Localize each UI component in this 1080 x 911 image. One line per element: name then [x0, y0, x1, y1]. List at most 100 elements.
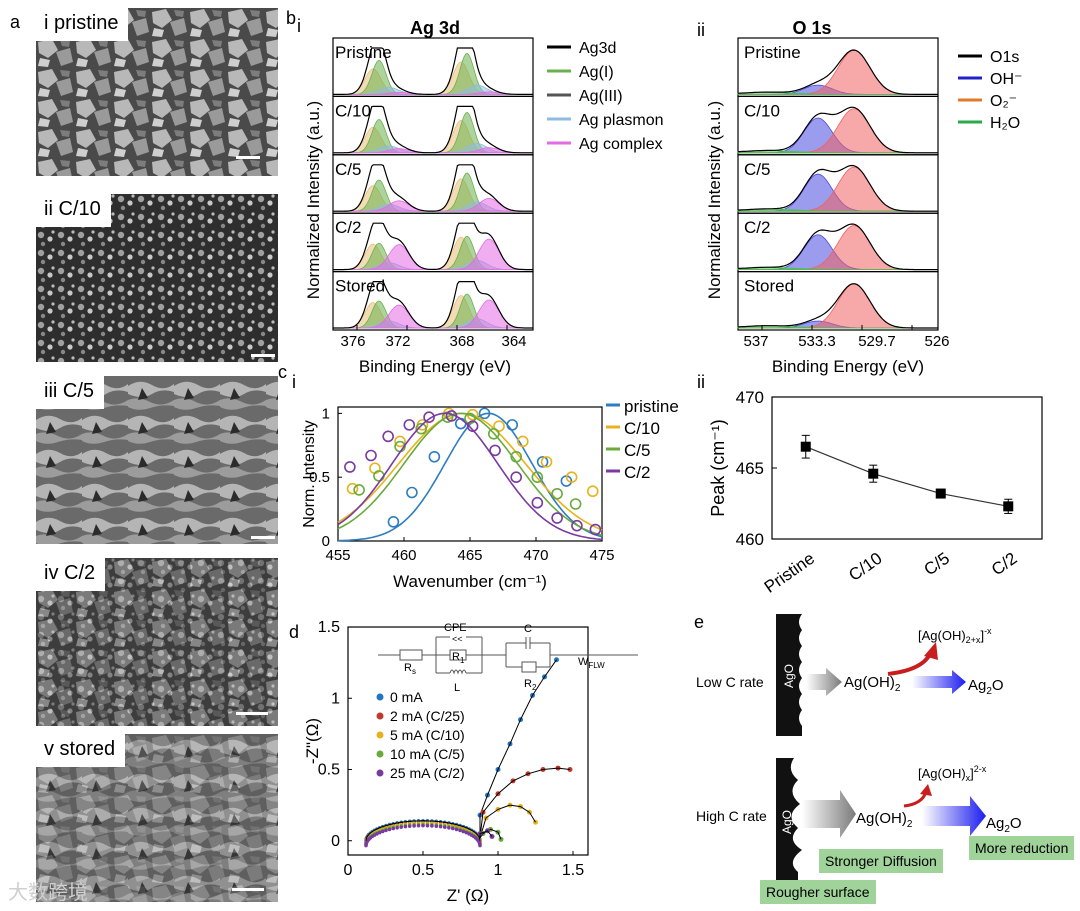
xps-o-xtick: 533.3: [798, 333, 836, 350]
xps-row-label: Stored: [744, 277, 794, 296]
raman-xtick-label: 475: [589, 547, 614, 564]
nyquist-point: [464, 830, 469, 835]
raman-xtick-label: 455: [325, 547, 350, 564]
raman-point: [387, 516, 400, 528]
sem-image-c5: iii C/5: [36, 376, 278, 544]
sem-image-c2: iv C/2: [36, 558, 278, 726]
raman-point: [589, 523, 602, 536]
nyquist-ytick-label: 0: [331, 833, 340, 850]
xps-ag-xtick: 376: [340, 333, 365, 350]
electrode-low: [776, 614, 802, 736]
nyquist-point: [458, 828, 462, 833]
raman-point: [478, 407, 491, 420]
panel-label-b: b: [286, 8, 297, 28]
raman-point: [531, 471, 544, 483]
peak-marker: [868, 468, 879, 479]
panel-label-e: e: [694, 612, 705, 632]
peak-category-label: C/10: [845, 549, 885, 585]
blue-arrow: [912, 670, 966, 694]
raman-point: [493, 420, 505, 432]
peak-plot: 460 465 470 Peak (cm⁻¹) Pristine C/10 C/5 C/2: [708, 388, 1043, 597]
watermark: 大数跨境: [8, 882, 88, 904]
nyquist-legend-marker: [376, 712, 384, 720]
more-reduction-label: More reduction: [969, 836, 1075, 860]
raman-point: [403, 419, 416, 431]
xps-envelope: [737, 49, 938, 95]
legend-item: OH⁻: [990, 71, 1022, 88]
nyquist-point: [377, 830, 382, 835]
legend-item: O₂⁻: [990, 93, 1017, 110]
circuit-r1: R1: [452, 651, 465, 665]
raman-point: [571, 519, 583, 532]
xps-o-ylabel: Normalized Intensity (a.u.): [705, 101, 724, 299]
raman-point: [394, 435, 406, 448]
xps-envelope: [333, 47, 533, 95]
xps-ag-xlabel: Binding Energy (eV): [359, 357, 511, 376]
nyquist-fit: [479, 659, 557, 838]
circuit-rs: Rs: [404, 662, 416, 676]
nyquist-legend-label: 0 mA: [390, 689, 423, 705]
xps-o-xtick: 526: [924, 333, 949, 350]
xps-row-label: C/2: [744, 218, 770, 237]
xps-row-frame: [332, 271, 534, 331]
raman-legend-label: pristine: [624, 397, 679, 416]
nyquist-legend-marker: [376, 731, 384, 739]
raman-point: [540, 456, 553, 468]
nyquist-legend-label: 5 mA (C/10): [390, 727, 465, 743]
peak-ytick-label: 465: [736, 459, 764, 478]
peak-category-label: C/5: [920, 549, 953, 580]
circuit-w: WFLW: [578, 656, 605, 670]
nyquist-point: [450, 826, 455, 831]
ag2o-label: Ag2O: [986, 815, 1022, 835]
ago-label: AgO: [782, 664, 796, 688]
xps-ag-xtick: 364: [501, 333, 526, 350]
nyquist-point: [430, 824, 434, 828]
xps-ag-xtick: 368: [449, 333, 474, 350]
raman-point: [382, 430, 394, 443]
raman-point: [346, 482, 359, 495]
peak-ytick-label: 470: [736, 388, 764, 407]
high-c-rate-label: High C rate: [696, 808, 767, 824]
raman-ytick-label: 0.5: [309, 469, 330, 486]
nyquist-legend-marker: [376, 750, 384, 758]
nyquist-ylabel: -Z"(Ω): [303, 718, 322, 764]
peak-category-label: Pristine: [761, 549, 818, 597]
peak-ylabel: Peak (cm⁻¹): [708, 419, 728, 517]
raman-xtick-label: 465: [457, 547, 482, 564]
nyquist-point: [443, 825, 447, 829]
panel-label-c-ii: ii: [697, 372, 705, 392]
nyquist-point: [384, 828, 388, 833]
nyquist-point: [498, 836, 504, 842]
big-blue-arrow: [922, 796, 986, 836]
nyquist-fit: [479, 804, 536, 839]
raman-point: [415, 422, 427, 435]
raman-fit-C/2: [337, 412, 603, 541]
xps-o-title: O 1s: [792, 18, 831, 38]
raman-point: [365, 449, 377, 462]
peak-category-label: C/2: [988, 549, 1021, 580]
agoh2-label: Ag(OH)2: [856, 810, 913, 830]
raman-point: [531, 496, 544, 509]
nyquist-point: [380, 829, 385, 834]
raman-legend-label: C/5: [624, 441, 650, 460]
xps-row-label: C/5: [744, 160, 770, 179]
raman-point: [517, 435, 529, 448]
xps-envelope: [737, 106, 938, 154]
legend-item: Ag3d: [579, 40, 616, 57]
nyquist-legend-label: 2 mA (C/25): [390, 708, 465, 724]
raman-point: [445, 410, 458, 422]
peak-marker: [800, 441, 811, 452]
xps-o-xtick: 529.7: [858, 333, 896, 350]
sem-image-stored: v stored: [36, 734, 278, 902]
xps-component: [333, 119, 533, 154]
raman-ylabel: Norm. Intensity: [301, 420, 318, 528]
nyquist-point: [375, 832, 379, 836]
peak-marker: [935, 488, 946, 499]
nyquist-point: [533, 819, 538, 825]
xps-ag-xtick: 372: [385, 333, 410, 350]
xps-envelope: [333, 281, 533, 329]
raman-point: [489, 444, 501, 457]
nyquist-ytick-label: 1.5: [318, 619, 340, 636]
raman-xtick-label: 470: [523, 547, 548, 564]
